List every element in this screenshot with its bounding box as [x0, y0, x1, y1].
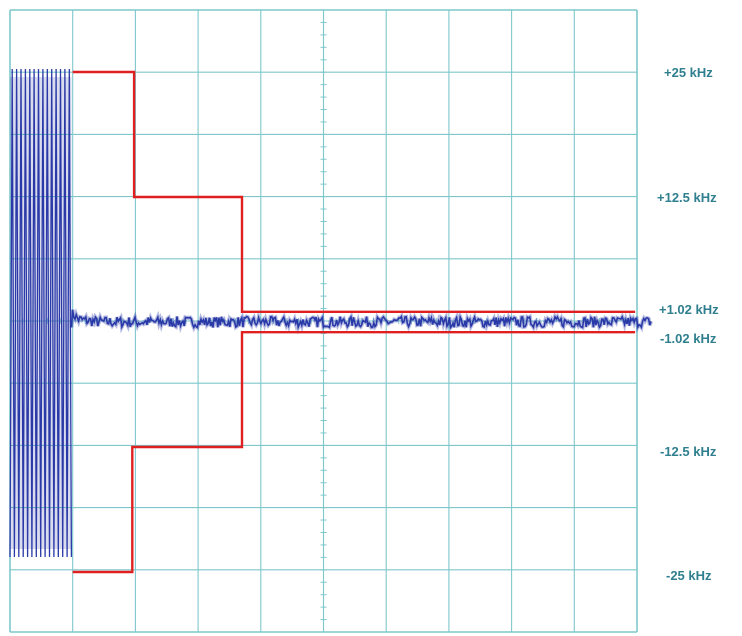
- tick-label-plus-1-02: +1.02 kHz: [659, 302, 719, 317]
- trace-burst-fill: [10, 77, 72, 549]
- tick-label-plus-12-5: +12.5 kHz: [657, 190, 717, 205]
- y-tick-labels: +25 kHz +12.5 kHz +1.02 kHz -1.02 kHz -1…: [657, 65, 719, 583]
- tick-label-plus-25: +25 kHz: [664, 65, 713, 80]
- tick-label-minus-1-02: -1.02 kHz: [660, 331, 717, 346]
- limit-mask: [72, 70, 636, 574]
- frequency-trace: [9, 68, 653, 558]
- trace-settled-band: [69, 307, 653, 335]
- lower-limit-mask-line: [72, 331, 636, 574]
- upper-limit-mask-line: [72, 70, 636, 313]
- tick-label-minus-12-5: -12.5 kHz: [660, 444, 717, 459]
- trace-burst-segment: [9, 68, 73, 558]
- trace-settled-line: [70, 309, 652, 331]
- tick-label-minus-25: -25 kHz: [666, 568, 712, 583]
